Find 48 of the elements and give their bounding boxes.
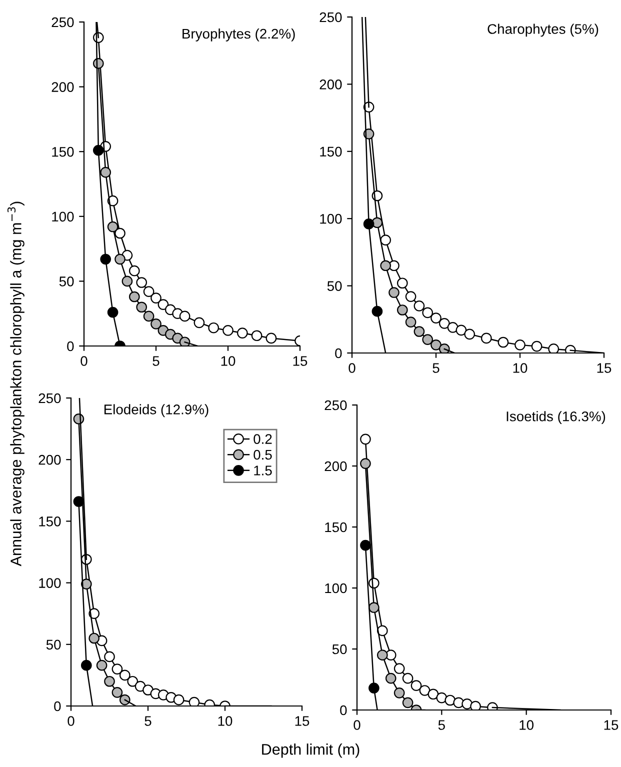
y-tick-label: 250 (324, 400, 347, 410)
x-tick-label: 5 (432, 363, 440, 373)
chart-title: Isoetids (16.3%) (506, 411, 606, 424)
x-tick-label: 15 (597, 363, 612, 373)
y-tick-label: 0 (335, 348, 342, 358)
x-tick-label: 15 (293, 356, 308, 366)
legend-label: 0.5 (254, 450, 272, 460)
chart-title: Elodeids (12.9%) (104, 404, 208, 418)
y-tick-label: 50 (327, 281, 342, 291)
legend-label: 0.2 (254, 434, 272, 444)
legend-label: 1.5 (254, 466, 272, 476)
chart-title: Charophytes (5%) (488, 24, 598, 37)
y-tick-label: 50 (59, 276, 74, 286)
x-axis-title: Depth limit (m) (262, 744, 360, 758)
y-tick-label: 250 (320, 12, 342, 22)
y-tick-label: 250 (52, 17, 74, 28)
chart-title: Bryophytes (2.2%) (182, 28, 295, 42)
x-tick-label: 0 (80, 356, 88, 366)
x-tick-label: 10 (513, 363, 528, 373)
y-tick-label: 150 (325, 522, 347, 532)
x-tick-label: 10 (218, 716, 232, 726)
y-axis-title: Annual average phytoplankton chlorophyll a (mg m$^{−3}$) (7, 202, 24, 566)
x-tick-label: 0 (354, 720, 360, 730)
y-tick-label: 150 (320, 146, 342, 157)
y-tick-label: 200 (320, 80, 342, 90)
y-tick-label: 150 (39, 516, 61, 526)
y-tick-label: 150 (52, 146, 74, 157)
x-tick-label: 0 (348, 363, 356, 373)
y-tick-label: 100 (39, 578, 61, 588)
y-tick-label: 100 (52, 212, 74, 222)
x-tick-label: 15 (295, 716, 310, 726)
y-tick-label: 0 (54, 701, 61, 712)
y-tick-label: 200 (52, 82, 74, 92)
x-tick-label: 5 (152, 356, 160, 366)
y-tick-label: 200 (324, 461, 347, 472)
y-tick-label: 100 (320, 214, 342, 224)
y-tick-label: 200 (38, 454, 61, 465)
y-tick-label: 0 (67, 341, 74, 352)
y-tick-label: 250 (38, 393, 61, 404)
x-tick-label: 10 (520, 720, 534, 730)
y-tick-label: 50 (332, 644, 347, 654)
x-tick-label: 15 (604, 720, 618, 730)
x-tick-label: 5 (144, 716, 152, 726)
x-tick-label: 10 (221, 356, 236, 366)
x-tick-label: 5 (438, 720, 445, 730)
y-tick-label: 100 (325, 583, 347, 594)
y-tick-label: 0 (340, 705, 347, 716)
y-tick-label: 50 (46, 640, 61, 650)
